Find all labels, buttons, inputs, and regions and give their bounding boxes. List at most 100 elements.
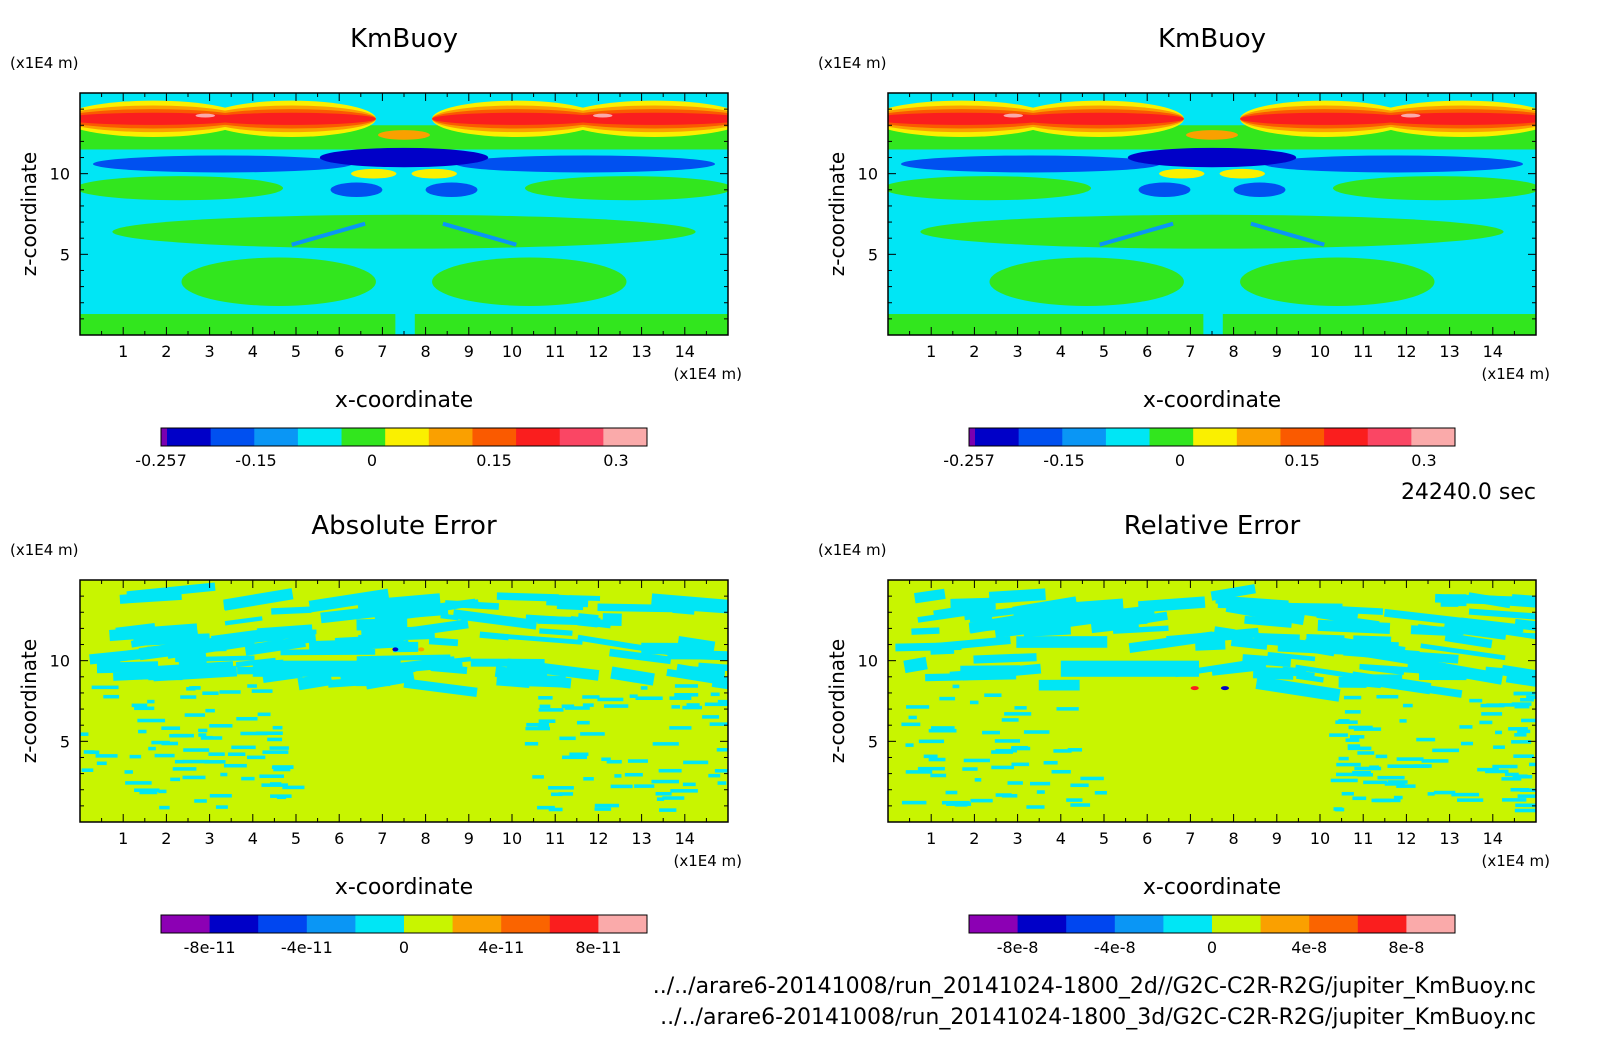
heatmap-region — [952, 684, 960, 689]
heatmap-region — [569, 752, 589, 757]
heatmap-region — [103, 694, 120, 699]
colorbar-swatch — [1114, 915, 1164, 933]
x-tick-label: 13 — [1439, 829, 1459, 848]
heatmap-region — [272, 765, 294, 769]
chart-panel: Absolute Error(x1E4 m)1 2 3 4 5 6 7 8 9 10 11 12 13 1… — [10, 511, 742, 957]
heatmap-region — [378, 130, 430, 140]
x-tick-label: 7 — [1185, 829, 1195, 848]
heatmap-region — [1514, 808, 1536, 813]
colorbar-swatch — [1066, 915, 1116, 933]
heatmap-region — [716, 747, 728, 752]
x-tick-label: 14 — [675, 342, 695, 361]
heatmap-region — [1267, 651, 1316, 662]
heatmap-region — [1354, 766, 1382, 771]
heatmap-region — [609, 648, 672, 665]
colorbar-frame — [968, 914, 1456, 934]
heatmap-region — [1387, 764, 1414, 768]
x-tick-label: 3 — [1013, 342, 1023, 361]
x-tick-label: 10 — [1310, 829, 1330, 848]
heatmap-region — [923, 754, 938, 759]
heatmap-region — [652, 742, 679, 746]
heatmap-region — [1468, 608, 1536, 621]
heatmap-region — [989, 257, 1184, 306]
heatmap-region — [548, 807, 563, 812]
heatmap-region — [614, 774, 622, 778]
heatmap-region — [1186, 130, 1238, 140]
heatmap-region — [1099, 221, 1174, 247]
heatmap-region — [198, 728, 208, 733]
z-axis-unit: (x1E4 m) — [818, 541, 887, 559]
heatmap-region — [80, 732, 89, 736]
heatmap-region — [908, 715, 917, 720]
heatmap-region — [333, 593, 370, 608]
heatmap-region — [134, 788, 160, 792]
colorbar-swatch — [516, 428, 561, 446]
heatmap-region — [1345, 738, 1360, 742]
heatmap-region — [112, 214, 696, 249]
heatmap-region — [195, 113, 215, 118]
heatmap-region — [205, 708, 215, 713]
z-tick-label: 5 — [60, 732, 70, 751]
x-tick-label: 10 — [1310, 342, 1330, 361]
colorbar-swatch — [501, 915, 551, 933]
heatmap-region — [1508, 727, 1528, 731]
heatmap-region — [973, 653, 1037, 664]
x-tick-label: 12 — [588, 829, 608, 848]
heatmap-region — [1335, 720, 1358, 724]
heatmap-region — [227, 752, 246, 757]
heatmap-region — [974, 778, 982, 782]
heatmap-region — [1347, 746, 1372, 751]
heatmap-region — [1477, 767, 1499, 772]
heatmap-region — [1159, 168, 1205, 179]
colorbar-swatch — [161, 428, 167, 446]
heatmap-region — [204, 760, 226, 764]
heatmap-region — [180, 695, 197, 699]
heatmap-region — [134, 706, 155, 711]
heatmap-region — [1012, 596, 1078, 618]
heatmap-region — [267, 737, 283, 742]
heatmap-region — [682, 782, 696, 787]
heatmap-region — [470, 658, 545, 667]
x-tick-label: 10 — [502, 342, 522, 361]
heatmap-region — [1003, 113, 1024, 118]
colorbar-label: 4e-11 — [478, 938, 524, 957]
heatmap-region — [525, 726, 551, 731]
heatmap-region — [582, 703, 594, 707]
colorbar-swatch — [1193, 428, 1238, 446]
colorbar-swatch — [1105, 428, 1151, 446]
heatmap-region — [358, 633, 384, 644]
heatmap-region — [252, 660, 392, 677]
heatmap-region — [175, 655, 255, 663]
z-axis-unit: (x1E4 m) — [818, 54, 887, 72]
heatmap-region — [969, 615, 993, 623]
heatmap-region — [215, 805, 228, 809]
colorbar-swatch — [404, 915, 454, 933]
heatmap-region — [273, 767, 291, 772]
heatmap-region — [1094, 790, 1107, 795]
heatmap-region — [494, 665, 548, 684]
heatmap-region — [991, 750, 1014, 754]
colorbar-swatch — [1406, 915, 1456, 933]
z-axis-unit: (x1E4 m) — [10, 541, 79, 559]
file-path-2: ../../arare6-20141008/run_20141024-1800_… — [660, 1005, 1536, 1030]
heatmap-region — [709, 722, 728, 726]
x-tick-label: 13 — [631, 829, 651, 848]
colorbar-label: 0.15 — [476, 451, 512, 470]
heatmap-region — [1336, 762, 1361, 767]
heatmap-region — [1513, 691, 1536, 696]
heatmap-region — [1026, 805, 1045, 809]
x-tick-label: 3 — [205, 829, 215, 848]
heatmap-region — [918, 739, 945, 744]
heatmap-region — [564, 706, 590, 710]
heatmap-region — [532, 775, 544, 779]
heatmap-region — [1504, 772, 1519, 777]
heatmap-region — [1070, 783, 1089, 788]
heatmap-region — [1338, 756, 1349, 761]
colorbar-label: -0.15 — [235, 451, 276, 470]
colorbar-swatch — [1018, 428, 1063, 446]
heatmap-region — [1375, 754, 1388, 759]
heatmap-region — [1353, 727, 1382, 731]
x-tick-label: 6 — [334, 829, 344, 848]
heatmap-region — [308, 639, 371, 653]
x-tick-label: 14 — [1483, 829, 1503, 848]
